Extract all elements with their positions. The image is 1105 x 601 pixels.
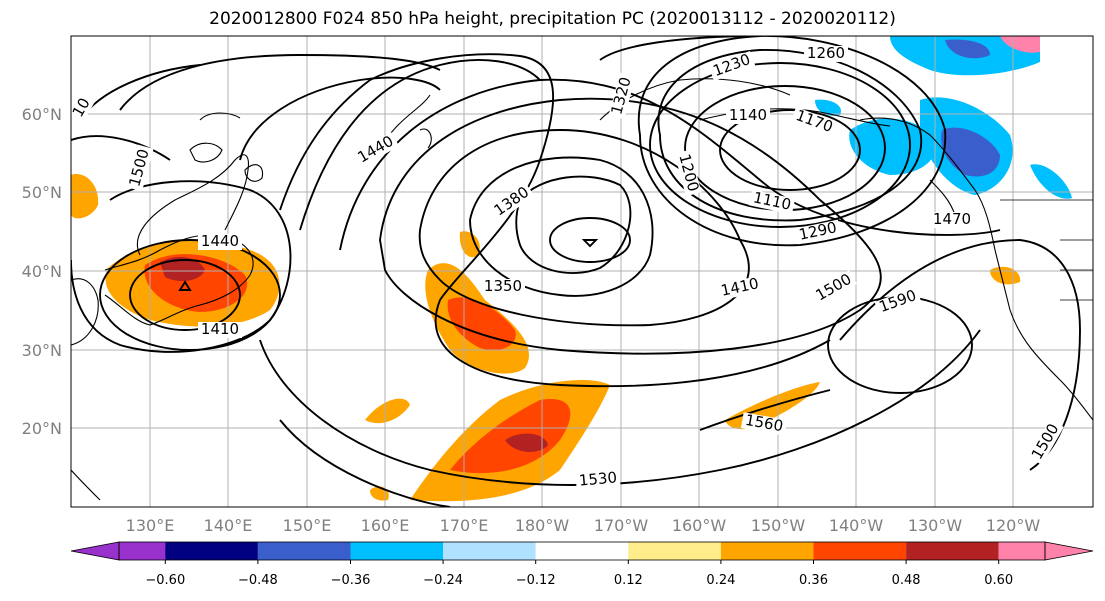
contour-label-bg <box>790 106 838 138</box>
colorbar-label: 0.24 <box>706 573 735 588</box>
contour-label-bg <box>1028 418 1064 466</box>
contour-label-bg <box>740 412 788 436</box>
lat-tick-label: 50°N <box>22 183 62 202</box>
precipitation-shading <box>71 36 1072 502</box>
lat-tick-label: 40°N <box>22 262 62 281</box>
lat-tick-label: 30°N <box>22 341 62 360</box>
longitude-labels: 130°E 140°E 150°E 160°E 170°E 180°W 170°W 160°W… <box>126 516 1041 535</box>
colorbar-label: 0.60 <box>984 573 1013 588</box>
colorbar-arrow-right <box>1044 541 1094 561</box>
contour-label: 1350 <box>484 277 522 295</box>
colorbar-segment <box>165 542 258 560</box>
colorbar-label: −0.60 <box>145 573 185 588</box>
contour-label-bg <box>794 219 842 245</box>
contour-label: 1410 <box>201 320 239 338</box>
colorbar-label: 0.48 <box>892 573 921 588</box>
colorbar-label: 0.36 <box>799 573 828 588</box>
lon-tick-label: 160°W <box>672 516 727 535</box>
coastlines <box>71 78 1093 501</box>
colorbar-segment <box>257 542 351 560</box>
lon-tick-label: 170°E <box>440 516 489 535</box>
contour-label-bg <box>126 144 154 192</box>
contour-label: 1260 <box>807 44 845 62</box>
colorbar-arrow-left <box>70 541 120 561</box>
colorbar-segment <box>628 542 721 560</box>
contour-label-bg <box>804 46 848 62</box>
contour-label-bg <box>352 132 400 168</box>
colorbar-frame <box>118 541 1046 561</box>
contour-label-bg <box>930 212 974 228</box>
lon-tick-label: 120°W <box>986 516 1041 535</box>
contour-label-bg <box>716 275 764 301</box>
lon-tick-label: 130°W <box>908 516 963 535</box>
contour-label-bg <box>481 279 525 295</box>
colorbar-segment <box>998 542 1045 560</box>
colorbar-segment <box>350 542 444 560</box>
contour-label-bg <box>810 270 858 306</box>
contour-label-bg <box>489 182 535 222</box>
contour-label-bg <box>674 149 702 197</box>
latitude-labels: 60°N 50°N 40°N 30°N 20°N <box>22 105 62 438</box>
contour-label-bg <box>71 84 100 132</box>
colorbar-segment <box>443 542 536 560</box>
lon-tick-label: 140°E <box>204 516 253 535</box>
contour-label-bg <box>726 108 770 124</box>
contour-label-bg <box>748 189 796 215</box>
colorbar: −0.60 −0.48 −0.36 −0.24 −0.12 0.12 0.24 0.36 0.4… <box>70 541 1094 588</box>
contour-label-bg <box>608 72 636 120</box>
lat-tick-label: 20°N <box>22 419 62 438</box>
colorbar-segment <box>119 542 166 560</box>
map-title: 2020012800 F024 850 hPa height, precipit… <box>209 9 896 29</box>
colorbar-label: 0.12 <box>614 573 643 588</box>
lon-tick-label: 140°W <box>829 516 884 535</box>
colorbar-segment <box>720 542 814 560</box>
contour-label: 1530 <box>578 468 618 489</box>
lon-tick-label: 130°E <box>126 516 175 535</box>
contour-label-bg <box>708 50 756 82</box>
lon-tick-label: 150°E <box>283 516 332 535</box>
colorbar-label: −0.12 <box>516 573 556 588</box>
lon-tick-label: 170°W <box>594 516 649 535</box>
contour-label-bg <box>575 470 621 490</box>
lon-tick-label: 160°E <box>361 516 410 535</box>
contour-label: 1140 <box>729 106 767 124</box>
colorbar-label: −0.24 <box>423 573 463 588</box>
colorbar-label: −0.48 <box>238 573 278 588</box>
lon-tick-label: 150°W <box>751 516 806 535</box>
colorbar-segment <box>535 542 629 560</box>
contour-label-bg <box>874 286 922 318</box>
colorbar-segment <box>813 542 907 560</box>
lat-tick-label: 60°N <box>22 105 62 124</box>
map-frame <box>70 35 1094 508</box>
contour-label-bg <box>198 234 242 250</box>
contour-label: 1470 <box>933 210 971 228</box>
colorbar-label: −0.36 <box>331 573 371 588</box>
contour-label: 1440 <box>201 232 239 250</box>
colorbar-segment <box>906 542 999 560</box>
lon-tick-label: 180°W <box>515 516 570 535</box>
contour-label-bg <box>198 322 242 338</box>
